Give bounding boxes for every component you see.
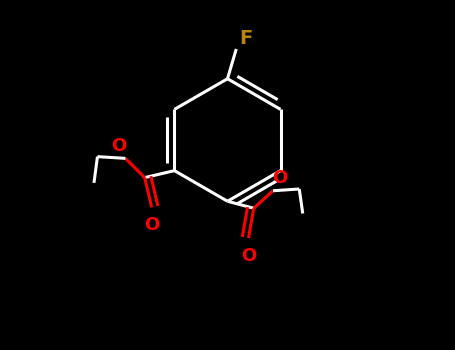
Text: O: O: [272, 169, 287, 187]
Text: O: O: [144, 216, 159, 234]
Text: F: F: [239, 29, 253, 48]
Text: O: O: [241, 247, 256, 265]
Text: O: O: [111, 137, 127, 155]
